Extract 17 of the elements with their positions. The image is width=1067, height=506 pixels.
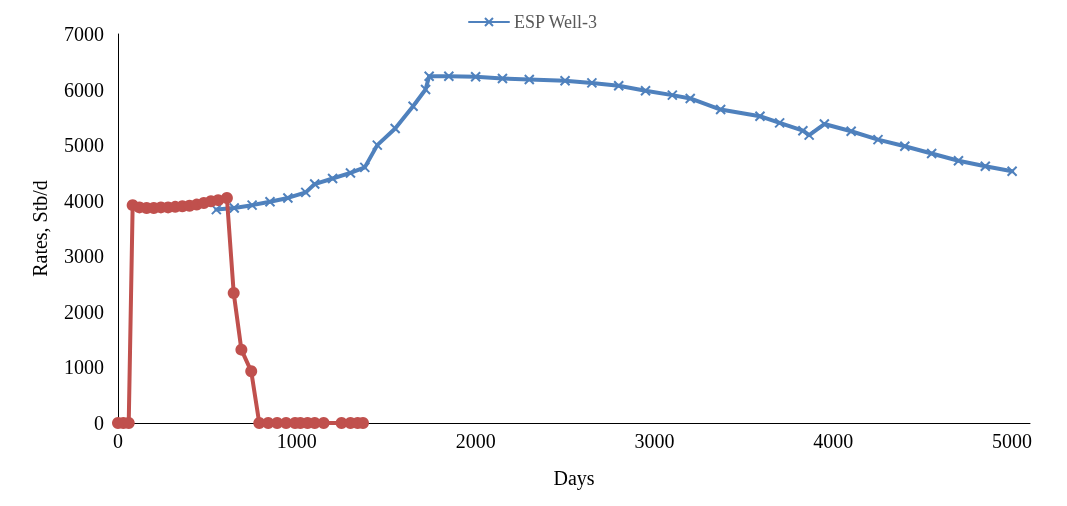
y-axis-title: Rates, Stb/d [29, 180, 51, 277]
y-tick-label: 4000 [64, 189, 104, 212]
y-tick-label: 2000 [64, 300, 104, 323]
y-tick-label: 6000 [64, 78, 104, 101]
x-tick-label: 0 [113, 430, 123, 452]
y-tick-label: 0 [94, 412, 104, 434]
y-tick-label: 1000 [64, 356, 104, 379]
y-tick-label: 7000 [64, 23, 104, 45]
y-tick-label: 5000 [64, 134, 104, 157]
y-tick-label: 3000 [64, 245, 104, 268]
x-axis-title: Days [553, 467, 595, 490]
x-tick-label: 4000 [813, 430, 854, 452]
x-tick-label: 5000 [992, 430, 1033, 452]
x-tick-label: 1000 [276, 430, 317, 452]
x-tick-label: 3000 [634, 430, 675, 452]
legend-label: ESP Well-3 [513, 12, 598, 32]
x-tick-label: 2000 [455, 430, 496, 452]
